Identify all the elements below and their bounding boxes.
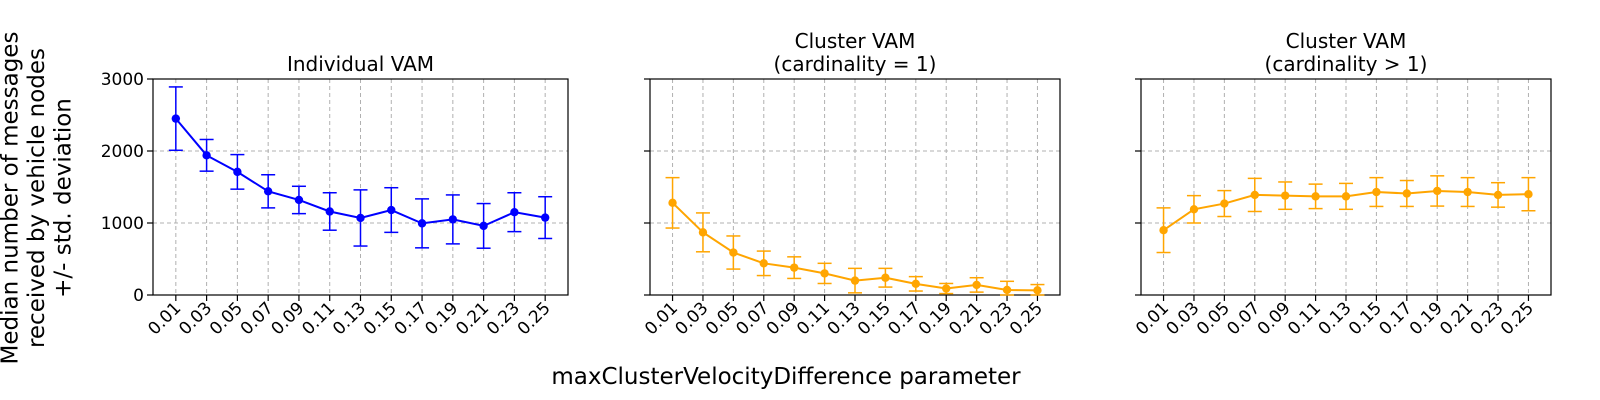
- x-tick-label: 0.07: [237, 298, 278, 339]
- x-tick-label: 0.15: [360, 298, 401, 339]
- x-tick-label: 0.23: [1467, 298, 1508, 339]
- y-tick-label: 2000: [101, 142, 144, 162]
- subplot-title: (cardinality > 1): [1265, 52, 1428, 76]
- x-tick-label: 0.07: [1223, 298, 1264, 339]
- y-axis-label-line: +/- std. deviation: [50, 98, 76, 298]
- x-tick-label: 0.23: [483, 298, 524, 339]
- subplot-2: 0.010.030.050.070.090.110.130.150.170.19…: [641, 29, 1061, 339]
- shared-y-axis-label: Median number of messagesreceived by veh…: [0, 32, 76, 365]
- x-tick-label: 0.21: [452, 298, 493, 339]
- x-tick-label: 0.25: [514, 298, 555, 339]
- data-point: [1033, 286, 1042, 295]
- data-point: [1372, 187, 1381, 197]
- data-point: [1311, 192, 1320, 201]
- x-tick-label: 0.15: [1345, 298, 1386, 339]
- x-tick-label: 0.21: [1436, 298, 1477, 339]
- data-point: [942, 284, 951, 293]
- x-tick-label: 0.19: [1406, 298, 1447, 339]
- data-point: [294, 195, 304, 205]
- x-tick-label: 0.11: [1284, 298, 1325, 339]
- x-tick-label: 0.17: [884, 298, 925, 339]
- data-point: [1463, 187, 1472, 197]
- data-point: [540, 213, 550, 222]
- x-tick-label: 0.09: [763, 298, 804, 339]
- x-tick-label: 0.23: [976, 298, 1017, 339]
- data-point: [1159, 226, 1168, 235]
- x-tick-label: 0.25: [1497, 298, 1538, 339]
- subplot-title: (cardinality = 1): [774, 52, 937, 76]
- x-tick-label: 0.11: [298, 298, 339, 339]
- x-tick-label: 0.11: [793, 298, 834, 339]
- x-tick-label: 0.13: [1315, 298, 1356, 339]
- data-point: [698, 228, 708, 237]
- x-tick-label: 0.17: [1375, 298, 1416, 339]
- data-point: [759, 259, 768, 268]
- data-point: [1189, 205, 1199, 214]
- shared-x-axis-label: maxClusterVelocityDifference parameter: [551, 364, 1021, 390]
- subplot-title: Individual VAM: [287, 52, 434, 76]
- data-point: [1220, 199, 1229, 208]
- data-point: [325, 207, 334, 216]
- x-tick-label: 0.01: [641, 298, 682, 339]
- x-tick-label: 0.05: [702, 298, 743, 339]
- x-tick-label: 0.21: [945, 298, 986, 339]
- x-tick-label: 0.09: [1254, 298, 1295, 339]
- data-point: [1250, 190, 1259, 200]
- x-tick-label: 0.05: [206, 298, 247, 339]
- x-tick-label: 0.03: [1163, 298, 1204, 339]
- subplot-1: 01000200030000.010.030.050.070.090.110.1…: [101, 52, 569, 339]
- subplot-title: Cluster VAM: [795, 29, 916, 53]
- x-tick-label: 0.15: [854, 298, 895, 339]
- data-point: [1493, 190, 1503, 200]
- data-point: [1402, 189, 1412, 198]
- data-point: [171, 114, 181, 123]
- x-tick-label: 0.25: [1006, 298, 1047, 339]
- data-point: [202, 151, 211, 160]
- data-point: [668, 198, 677, 208]
- x-tick-label: 0.09: [268, 298, 309, 339]
- data-point: [789, 263, 799, 272]
- data-point: [820, 269, 829, 278]
- y-axis-label-line: Median number of messages: [0, 32, 24, 365]
- x-tick-label: 0.19: [421, 298, 462, 339]
- data-point: [233, 167, 242, 177]
- data-point: [1280, 191, 1290, 200]
- x-tick-label: 0.19: [915, 298, 956, 339]
- data-point: [1524, 190, 1533, 199]
- subplots: 01000200030000.010.030.050.070.090.110.1…: [101, 29, 1552, 339]
- data-point: [263, 187, 273, 196]
- y-tick-label: 1000: [101, 214, 144, 234]
- x-tick-label: 0.07: [732, 298, 773, 339]
- data-point: [356, 213, 365, 223]
- data-point: [729, 248, 738, 257]
- data-point: [417, 219, 427, 228]
- y-axis-label-line: received by vehicle nodes: [24, 48, 50, 348]
- x-tick-label: 0.03: [175, 298, 216, 339]
- data-point: [1341, 192, 1351, 201]
- data-point: [448, 215, 458, 224]
- y-tick-label: 0: [133, 286, 144, 306]
- x-tick-label: 0.01: [144, 298, 185, 339]
- data-point: [850, 276, 860, 285]
- subplot-3: 0.010.030.050.070.090.110.130.150.170.19…: [1132, 29, 1552, 339]
- data-point: [479, 221, 488, 231]
- data-point: [510, 208, 519, 217]
- x-tick-label: 0.05: [1193, 298, 1234, 339]
- data-point: [1002, 285, 1012, 295]
- data-point: [881, 273, 890, 282]
- subplot-title: Cluster VAM: [1286, 29, 1407, 53]
- x-tick-label: 0.13: [329, 298, 370, 339]
- data-point: [972, 280, 981, 290]
- x-tick-label: 0.01: [1132, 298, 1173, 339]
- x-tick-label: 0.03: [672, 298, 713, 339]
- y-tick-label: 3000: [101, 70, 144, 90]
- data-point: [1433, 186, 1442, 196]
- x-tick-label: 0.13: [824, 298, 865, 339]
- data-point: [911, 279, 921, 289]
- x-tick-label: 0.17: [391, 298, 432, 339]
- data-point: [387, 205, 396, 215]
